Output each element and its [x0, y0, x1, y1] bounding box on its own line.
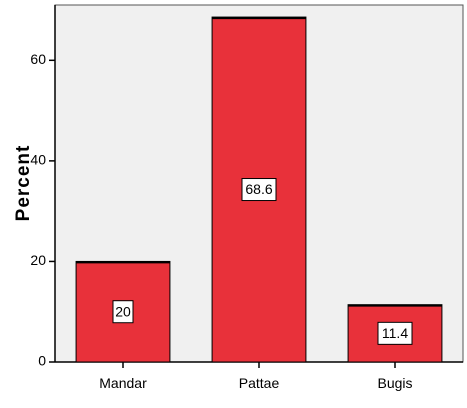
data-label-box	[377, 321, 413, 345]
x-category-label: Mandar	[99, 375, 147, 391]
bars-group: 20 68.6 11.4	[75, 16, 443, 363]
y-axis-ticks: 0 20 40 60	[30, 51, 55, 369]
x-category-label: Bugis	[377, 375, 412, 391]
y-axis-title: Percent	[13, 145, 34, 222]
data-label: 20	[115, 303, 131, 319]
y-tick-label: 40	[30, 152, 46, 168]
data-label-box	[241, 178, 277, 202]
y-tick-label: 0	[38, 353, 46, 369]
data-label-box	[112, 300, 134, 324]
x-category-label: Pattae	[239, 375, 280, 391]
y-tick-label: 60	[30, 51, 46, 67]
x-axis-categories: Mandar Pattae Bugis	[99, 362, 413, 391]
data-label: 68.6	[245, 181, 272, 197]
y-tick-label: 20	[30, 252, 46, 268]
data-label: 11.4	[382, 325, 408, 341]
